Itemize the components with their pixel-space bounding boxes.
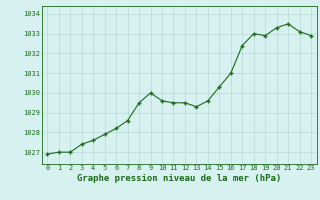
X-axis label: Graphe pression niveau de la mer (hPa): Graphe pression niveau de la mer (hPa)	[77, 174, 281, 183]
